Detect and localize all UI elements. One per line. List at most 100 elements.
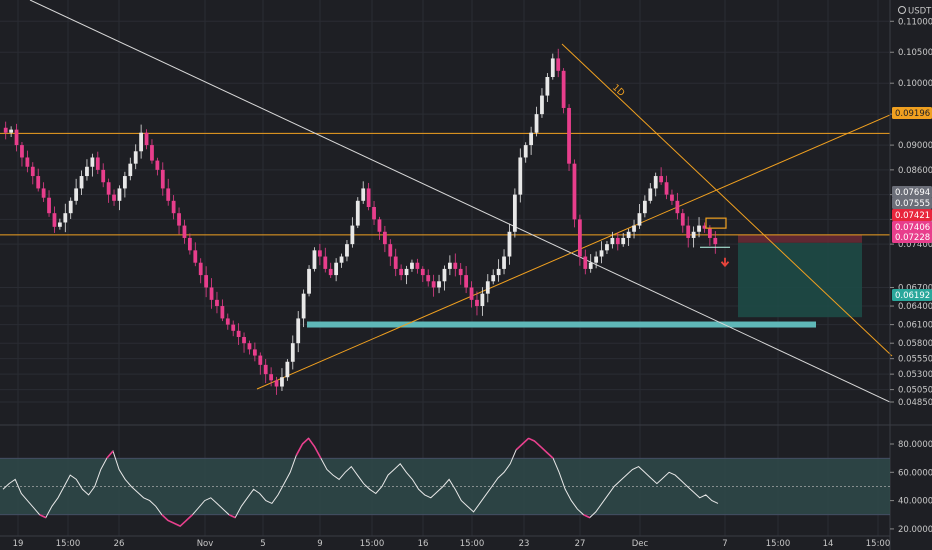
time-tick-label: 9 [317, 539, 322, 549]
candle-body [177, 213, 181, 226]
candle-body [599, 250, 604, 257]
rsi-extreme-segment [161, 514, 169, 522]
candle-body [426, 275, 431, 282]
price-tick-label: 0.06700 [898, 283, 932, 293]
time-axis[interactable]: 19 15:00 26 Nov 5 9 15:00 16 15:00 23 27 Dec 7 15:00 1… [13, 539, 891, 549]
time-tick-label: 15:00 [56, 539, 81, 549]
candle-body [112, 194, 116, 201]
candle-body [350, 225, 355, 245]
candle-body [263, 364, 268, 375]
candle-body [702, 225, 707, 229]
rsi-extreme-segment [546, 451, 554, 459]
rsi-extreme-segment [521, 437, 530, 445]
candle-body [610, 237, 615, 245]
candle-body [377, 219, 382, 232]
candle-body [437, 281, 441, 288]
candle-body [150, 145, 154, 161]
candle-body [328, 268, 333, 276]
rsi-extreme-segment [179, 519, 187, 527]
rsi-extreme-segment [167, 519, 175, 524]
candle-body [36, 176, 41, 189]
candle-body [215, 299, 219, 307]
candle-body [399, 268, 404, 276]
rsi-extreme-segment [295, 443, 304, 456]
candle-body [144, 132, 149, 146]
candle-body [312, 250, 317, 269]
candle-body [290, 343, 295, 362]
candle-body [491, 275, 496, 282]
rsi-extreme-segment [228, 514, 236, 519]
candle-body [502, 256, 506, 269]
time-tick-label: 15:00 [460, 539, 485, 549]
candle-body [101, 169, 106, 183]
candle-body [345, 244, 349, 257]
rsi-extreme-segment [307, 437, 316, 448]
price-tag-label: 0.07421 [895, 211, 930, 221]
candle-body [670, 194, 674, 201]
candle-body [653, 176, 658, 189]
time-tick-label: 15:00 [866, 539, 891, 549]
candle-body [3, 127, 8, 133]
rsi-extreme-segment [583, 514, 591, 519]
time-tick-label: 19 [13, 539, 24, 549]
rsi-extreme-segment [39, 514, 47, 519]
candle-body [545, 77, 550, 96]
support-zone [307, 321, 816, 328]
drawn-lines[interactable]: 1D [0, 0, 893, 403]
candle-body [252, 349, 257, 356]
candle-body [225, 318, 230, 325]
candle-body [52, 213, 57, 227]
candle-body [447, 262, 452, 269]
stop-loss-zone [738, 234, 862, 243]
candle-body [621, 237, 626, 245]
candle-body [14, 129, 19, 146]
rsi-line [2, 437, 719, 527]
candle-body [57, 222, 62, 227]
price-tick-label: 0.05050 [898, 386, 932, 396]
candle-body [285, 361, 290, 378]
breakdown-box [705, 217, 727, 229]
time-tick-label: 23 [519, 539, 530, 549]
price-tick-label: 0.05800 [898, 339, 932, 349]
ascending-trendline[interactable] [256, 114, 891, 390]
candle-body [512, 194, 517, 232]
candle-body [675, 200, 680, 214]
take-profit-zone [738, 242, 862, 318]
candle-body [485, 281, 490, 294]
candle-body [464, 275, 469, 288]
candle-body [361, 188, 366, 201]
coin-icon [898, 6, 906, 14]
candle-body [561, 70, 566, 108]
candle-body [469, 287, 474, 300]
candle-body [20, 145, 24, 158]
candle-body [339, 256, 344, 263]
candle-body [556, 58, 561, 71]
candle-body [664, 182, 669, 195]
candle-body [615, 237, 620, 245]
candle-body [404, 268, 409, 276]
price-tick-label: 0.10500 [898, 48, 932, 58]
candle-body [68, 200, 73, 214]
price-tag-bg [892, 231, 932, 243]
candle-body [626, 231, 631, 238]
candle-body [122, 176, 127, 189]
time-tick-label: 26 [114, 539, 125, 549]
price-tick-label: 0.10000 [898, 79, 932, 89]
candle-body [139, 132, 144, 152]
candle-body [372, 207, 376, 220]
candle-body [420, 268, 425, 276]
price-tick-label: 0.04850 [898, 398, 932, 408]
white-trendline[interactable] [29, 0, 891, 403]
candle-body [171, 200, 176, 214]
price-tick-label: 0.05300 [898, 370, 932, 380]
candle-body [518, 157, 523, 195]
descending-trendline[interactable] [561, 43, 893, 357]
candle-body [442, 268, 447, 282]
candle-body [632, 225, 636, 232]
time-tick-label: 7 [722, 539, 727, 549]
